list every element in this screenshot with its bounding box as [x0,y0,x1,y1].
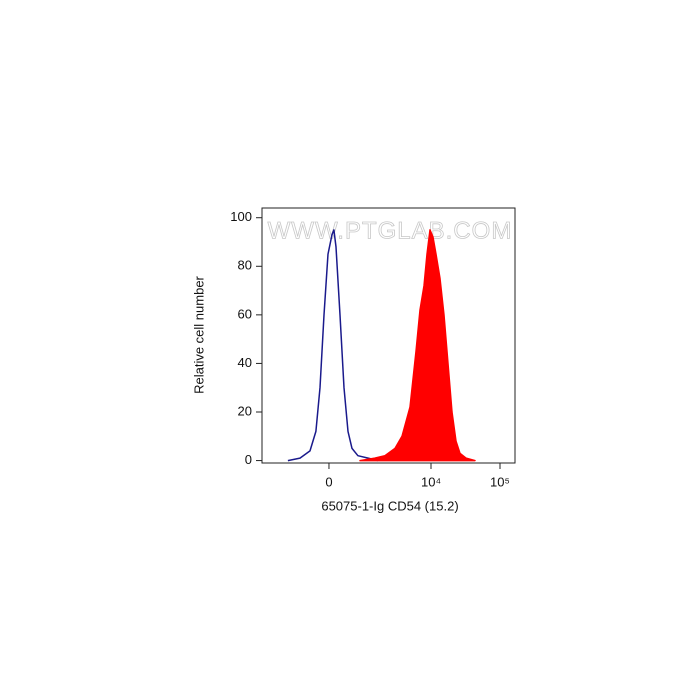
histogram-line [287,229,379,462]
y-tick-label: 0 [245,452,252,467]
x-axis-label: 65075-1-Ig CD54 (15.2) [321,498,458,513]
x-tick-label: 10⁴ [421,474,441,489]
y-tick-label: 40 [238,355,252,370]
watermark: WWW.PTGLAB.COM [268,217,513,244]
y-tick-label: 80 [238,258,252,273]
y-tick-label: 100 [230,209,252,224]
x-tick-label: 0 [325,474,332,489]
y-axis-label: Relative cell number [191,275,206,393]
y-tick-label: 20 [238,403,252,418]
histogram-area [359,229,476,462]
x-tick-label: 10⁵ [490,474,510,489]
plot-frame [261,207,516,464]
y-tick-label: 60 [238,306,252,321]
